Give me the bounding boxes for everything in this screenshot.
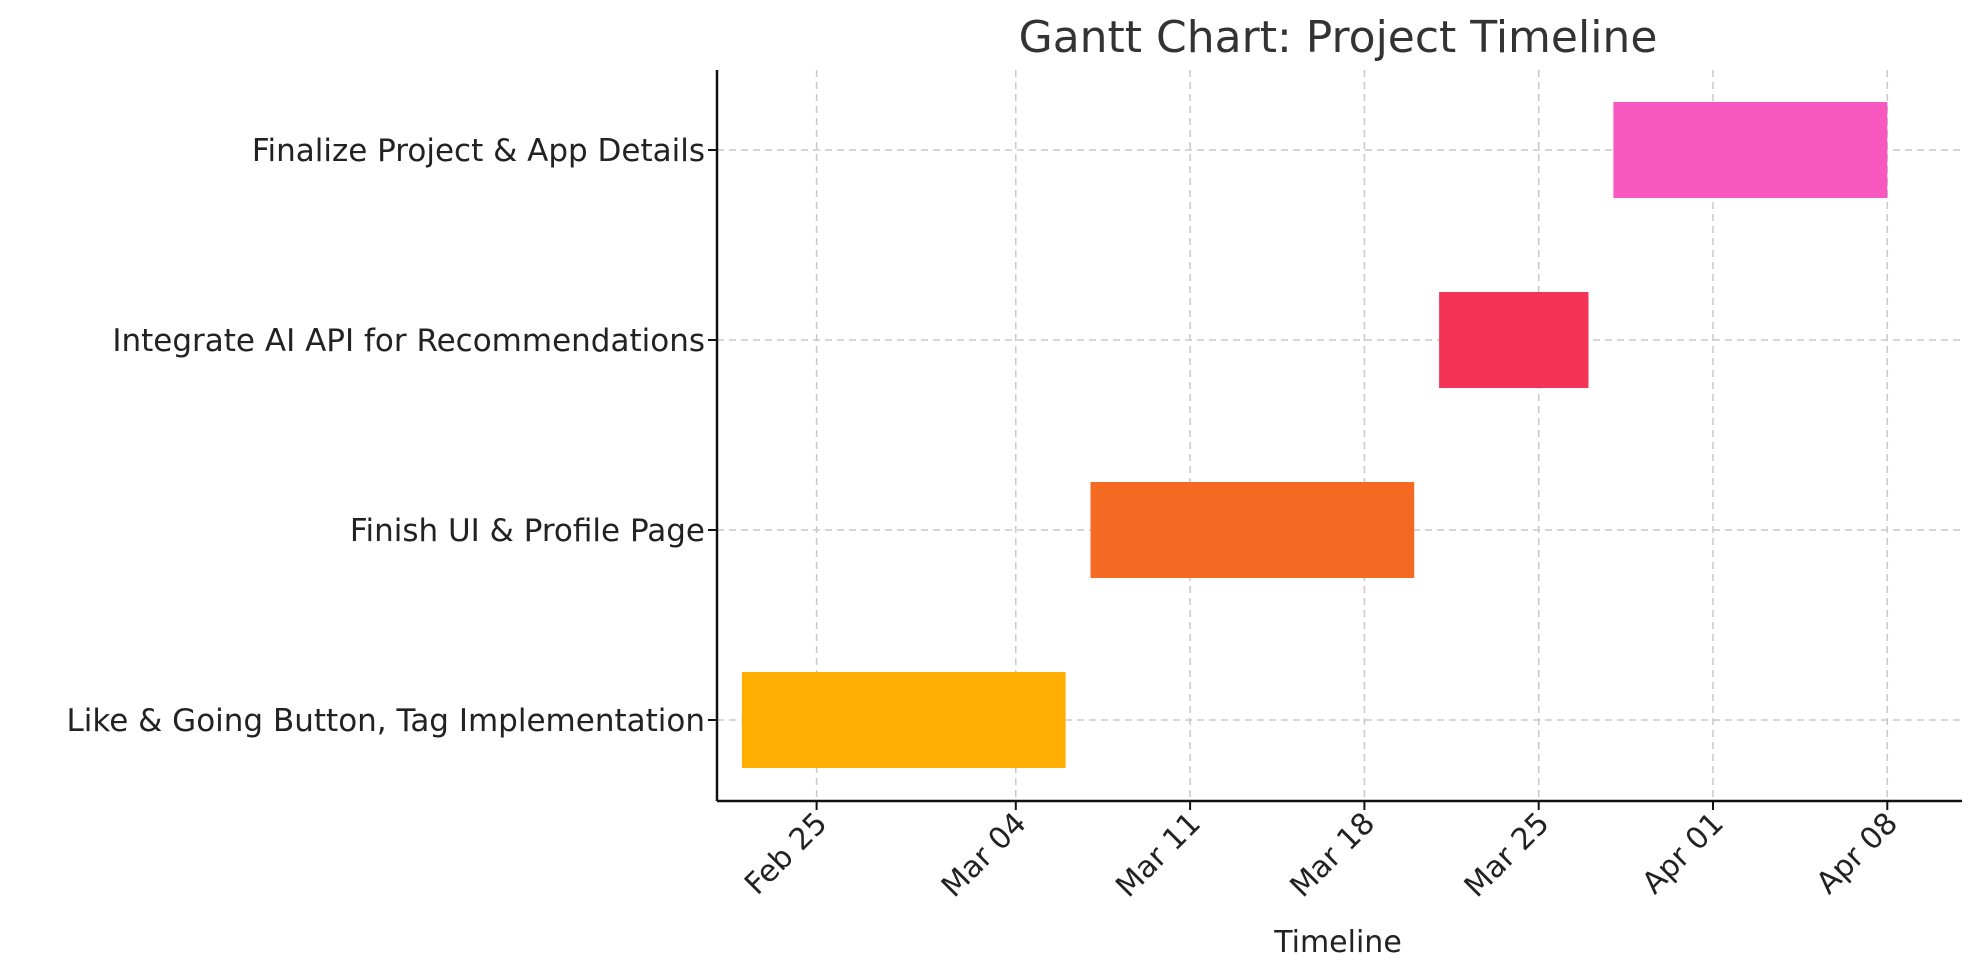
bars-layer xyxy=(741,102,1888,768)
task-bar xyxy=(1439,292,1589,388)
x-tick-label: Mar 04 xyxy=(935,806,1034,905)
x-tick-label: Apr 01 xyxy=(1635,806,1730,901)
task-labels-layer: Like & Going Button, Tag Implementation F… xyxy=(67,133,706,739)
task-bar xyxy=(741,672,1066,768)
x-tick-label: Mar 11 xyxy=(1109,806,1208,905)
x-ticks-layer: Feb 25 Mar 04 Mar 11 Mar 18 Mar 25 Apr 01 Apr … xyxy=(738,801,1905,904)
task-label: Finalize Project & App Details xyxy=(252,133,705,169)
task-label: Like & Going Button, Tag Implementation xyxy=(67,703,706,739)
task-bar xyxy=(1613,102,1888,198)
chart-title: Gantt Chart: Project Timeline xyxy=(1019,12,1658,63)
x-tick-label: Feb 25 xyxy=(738,806,834,902)
task-label: Integrate AI API for Recommendations xyxy=(112,323,705,359)
x-tick-label: Mar 25 xyxy=(1458,806,1557,905)
task-bar xyxy=(1090,482,1415,578)
x-axis-label: Timeline xyxy=(1273,925,1402,960)
x-tick-label: Mar 18 xyxy=(1284,806,1383,905)
axes-layer xyxy=(708,70,1962,803)
task-label: Finish UI & Profile Page xyxy=(350,513,705,549)
x-tick-label: Apr 08 xyxy=(1810,806,1905,901)
